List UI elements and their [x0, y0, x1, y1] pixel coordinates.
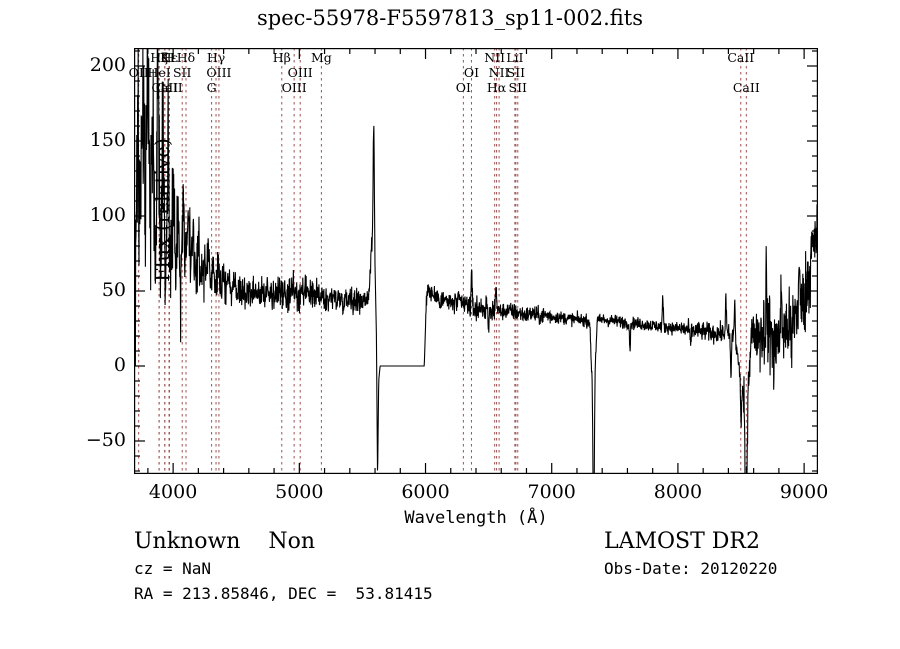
spectral-line-label: Mg	[310, 50, 332, 65]
y-tick-label: −50	[85, 429, 126, 451]
spectral-line-label: Hζ	[150, 50, 168, 65]
spectral-line-label: OIII	[206, 65, 232, 80]
spectral-line-label: OI	[455, 80, 471, 95]
x-tick-label: 4000	[148, 481, 198, 503]
spectral-line-label: CaII	[151, 80, 179, 95]
footer-left-block: Unknown Non cz = NaN RA = 213.85846, DEC…	[134, 528, 433, 607]
footer-metadata: Unknown Non cz = NaN RA = 213.85846, DEC…	[0, 528, 900, 648]
x-tick-label: 8000	[653, 481, 703, 503]
obs-date: Obs-Date: 20120220	[604, 558, 778, 578]
spectral-line-label: LiI	[506, 50, 524, 65]
spectral-line-label: HeI	[147, 65, 171, 80]
spectral-line-label: OIII	[287, 65, 313, 80]
footer-right-block: LAMOST DR2 Obs-Date: 20120220	[604, 528, 777, 581]
x-tick-label: 5000	[275, 481, 324, 503]
chart-plot-area: Flux (relative) −50 0 50 100 150 200 4000 5000…	[86, 48, 828, 503]
axis-frame-group	[134, 48, 818, 474]
spectral-line-label: NII	[488, 65, 510, 80]
y-tick-label: 150	[89, 129, 126, 151]
y-axis-label: Flux (relative)	[150, 138, 174, 282]
coordinates: RA = 213.85846, DEC = 53.81415	[134, 584, 433, 604]
spectral-line-label: Hε	[160, 50, 179, 65]
spectral-line-label: G	[206, 80, 217, 95]
line-marker-group	[138, 48, 747, 474]
spectral-line-label: H	[163, 50, 175, 65]
spectral-line-label: CaII	[727, 50, 755, 65]
spectral-line-label: OII	[128, 65, 149, 80]
spectral-line-label: NII	[484, 50, 506, 65]
spectral-line-label: Hδ	[176, 50, 196, 65]
survey-name: LAMOST DR2	[604, 529, 760, 554]
spectrum-svg	[134, 48, 818, 474]
spectral-line-label: SII	[506, 65, 526, 80]
spectral-line-label: SII	[172, 65, 192, 80]
spectral-line-label: Hα	[486, 80, 507, 95]
spectral-line-label: K	[160, 50, 170, 65]
spectral-line-label: CaII	[155, 80, 183, 95]
spectral-line-label: OI	[463, 65, 480, 80]
y-tick-label: 0	[113, 354, 126, 376]
x-tick-label: 7000	[527, 481, 576, 503]
spectral-line-label: OIII	[281, 80, 307, 95]
cz-value: cz = NaN	[134, 558, 212, 578]
spectral-line-label: Hγ	[206, 50, 226, 65]
y-tick-label: 100	[89, 204, 126, 226]
y-tick-label: 50	[101, 279, 126, 301]
spectral-line-label: Hβ	[272, 50, 291, 65]
x-tick-label: 9000	[779, 481, 829, 503]
x-tick-label: 6000	[401, 481, 450, 503]
page-title: spec-55978-F5597813_sp11-002.fits	[256, 6, 644, 30]
y-tick-label: 200	[89, 54, 126, 76]
object-class: Unknown Non	[134, 529, 316, 554]
spectrum-trace-group	[134, 48, 818, 474]
x-axis-label: Wavelength (Å)	[404, 508, 548, 528]
spectral-line-label: CaII	[732, 80, 760, 95]
spectral-line-label: SII	[508, 80, 527, 95]
